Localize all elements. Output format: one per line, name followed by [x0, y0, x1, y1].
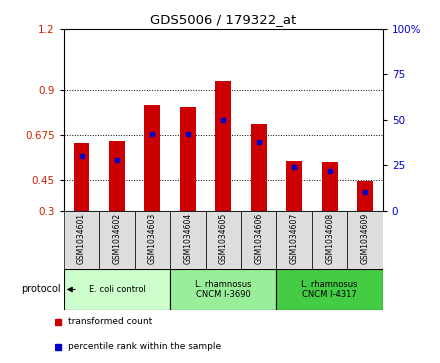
Bar — [64, 269, 170, 310]
Text: percentile rank within the sample: percentile rank within the sample — [68, 342, 221, 351]
Text: GSM1034608: GSM1034608 — [325, 213, 334, 264]
Bar — [276, 269, 383, 310]
Text: GSM1034604: GSM1034604 — [183, 213, 192, 264]
Bar — [276, 211, 312, 269]
Text: E. coli control: E. coli control — [88, 285, 145, 294]
Bar — [312, 211, 347, 269]
Bar — [286, 161, 302, 211]
Bar — [357, 181, 373, 211]
Title: GDS5006 / 179322_at: GDS5006 / 179322_at — [150, 13, 297, 26]
Bar — [144, 105, 161, 211]
Bar — [64, 211, 99, 269]
Bar — [205, 211, 241, 269]
Text: GSM1034607: GSM1034607 — [290, 213, 299, 264]
Bar — [251, 124, 267, 211]
Bar — [347, 211, 383, 269]
Text: GSM1034603: GSM1034603 — [148, 213, 157, 264]
Text: L. rhamnosus
CNCM I-4317: L. rhamnosus CNCM I-4317 — [301, 280, 358, 299]
Text: transformed count: transformed count — [68, 317, 152, 326]
Text: GSM1034602: GSM1034602 — [113, 213, 121, 264]
Text: protocol: protocol — [21, 285, 60, 294]
Text: GSM1034609: GSM1034609 — [360, 213, 370, 264]
Bar — [73, 143, 89, 211]
Text: GSM1034605: GSM1034605 — [219, 213, 228, 264]
Bar — [109, 141, 125, 211]
Bar — [135, 211, 170, 269]
Bar — [170, 269, 276, 310]
Bar — [180, 107, 196, 211]
Bar — [215, 81, 231, 211]
Bar — [99, 211, 135, 269]
Text: GSM1034606: GSM1034606 — [254, 213, 263, 264]
Bar — [322, 162, 337, 211]
Text: L. rhamnosus
CNCM I-3690: L. rhamnosus CNCM I-3690 — [195, 280, 252, 299]
Bar — [241, 211, 276, 269]
Bar — [170, 211, 205, 269]
Text: GSM1034601: GSM1034601 — [77, 213, 86, 264]
